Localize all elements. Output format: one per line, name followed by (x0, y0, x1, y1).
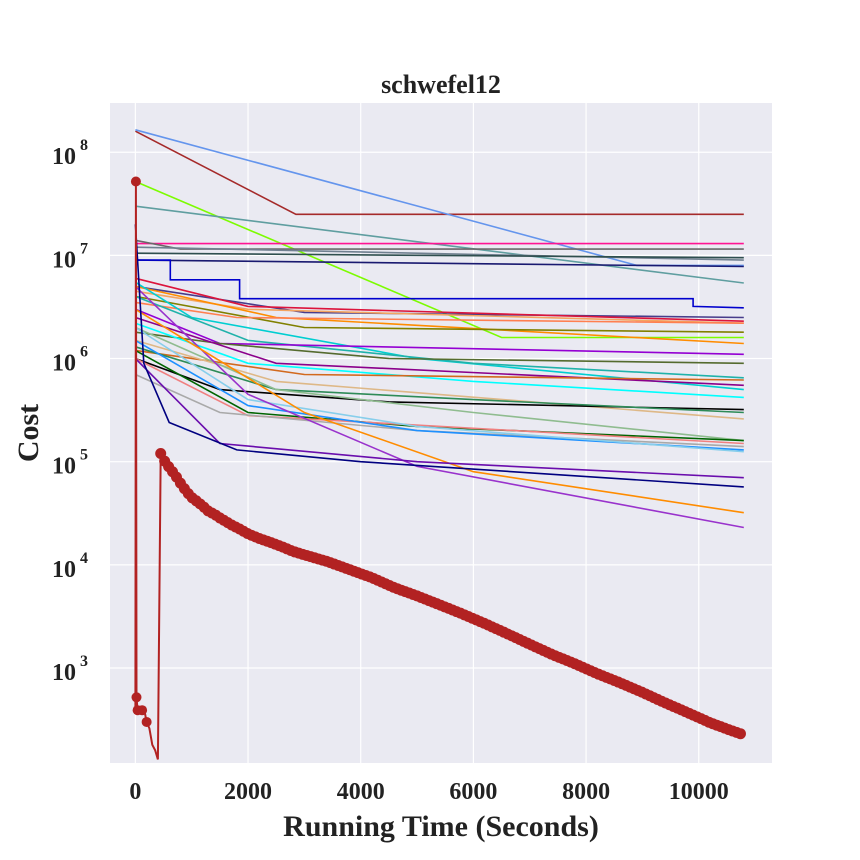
x-axis-label: Running Time (Seconds) (283, 810, 599, 843)
series-line (135, 252, 744, 259)
series-line (135, 180, 744, 339)
series-line (134, 357, 744, 479)
x-tick-label: 8000 (562, 779, 610, 805)
x-tick-label: 2000 (224, 779, 272, 805)
x-tick-label: 10000 (669, 779, 729, 805)
y-tick-label: 10 (52, 660, 76, 686)
y-tick-label: 10 (52, 247, 76, 273)
series-line (134, 285, 744, 529)
series-line (134, 224, 744, 488)
series-line (135, 349, 744, 442)
highlight-marker (137, 705, 148, 716)
series-line (135, 239, 744, 250)
series-line (135, 285, 744, 319)
series-line (135, 301, 744, 324)
series-layer (134, 129, 744, 529)
y-tick-exponent: 6 (80, 344, 88, 361)
series-line (135, 277, 744, 322)
series-line (134, 326, 744, 453)
y-tick-label: 10 (52, 144, 76, 170)
series-line (135, 295, 744, 379)
series-line (135, 290, 744, 324)
x-tick-label: 6000 (449, 779, 497, 805)
highlight-marker (131, 692, 142, 703)
chart-title: schwefel12 (381, 70, 501, 99)
y-tick-exponent: 5 (80, 447, 88, 464)
y-tick-label: 10 (52, 454, 76, 480)
y-tick-exponent: 4 (80, 550, 88, 567)
x-tick-label: 4000 (337, 779, 385, 805)
highlight-marker (141, 716, 152, 727)
highlight-marker (130, 176, 141, 187)
y-tick-exponent: 7 (80, 240, 88, 257)
highlight-series-layer (130, 176, 746, 760)
series-line (135, 346, 744, 414)
y-tick-label: 10 (52, 351, 76, 377)
series-line (135, 326, 744, 442)
series-line (135, 259, 744, 268)
series-line (135, 295, 744, 333)
y-tick-label: 10 (52, 557, 76, 583)
series-line (135, 205, 744, 284)
series-line (134, 308, 744, 514)
y-tick-exponent: 8 (80, 137, 88, 154)
x-tick-label: 0 (129, 779, 141, 805)
series-line (135, 130, 744, 216)
series-line (135, 349, 744, 381)
series-line (135, 259, 744, 309)
y-tick-exponent: 3 (80, 653, 88, 670)
y-axis-label: Cost (12, 404, 45, 462)
series-line (135, 246, 744, 261)
series-line (134, 339, 744, 451)
series-line (134, 281, 744, 391)
highlight-marker (734, 728, 746, 740)
